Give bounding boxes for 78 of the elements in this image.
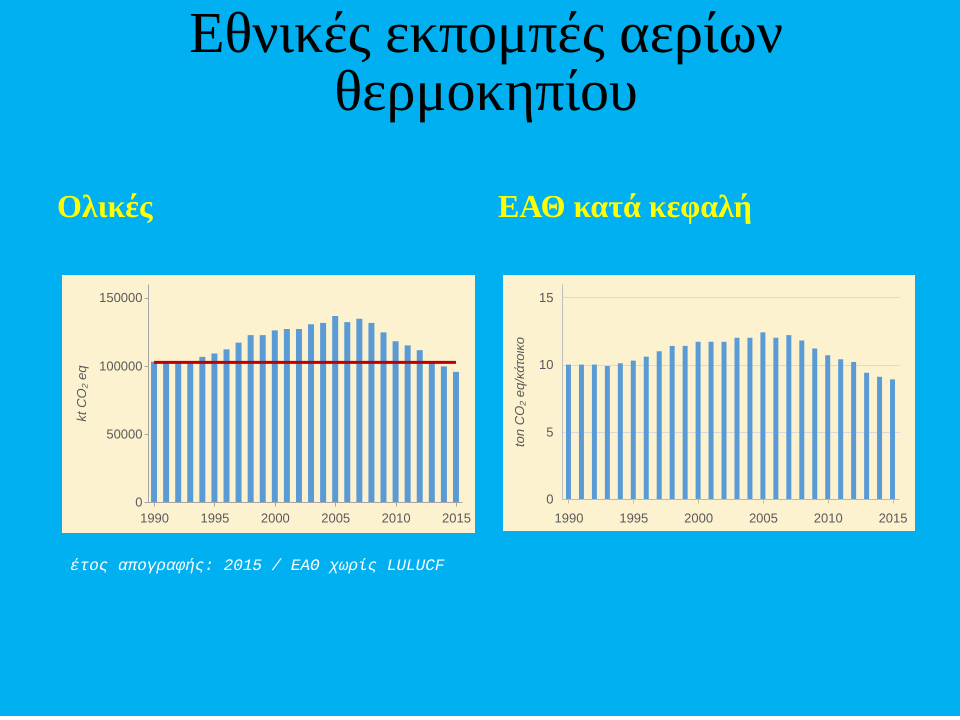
bar bbox=[272, 330, 278, 502]
bar bbox=[773, 338, 778, 499]
bar bbox=[187, 362, 194, 502]
x-tick-label: 2010 bbox=[814, 510, 843, 526]
bar bbox=[786, 335, 792, 499]
y-tick-label: 0 bbox=[135, 494, 142, 510]
y-tick-label: 0 bbox=[546, 492, 554, 506]
bar bbox=[644, 356, 649, 499]
bar bbox=[812, 348, 818, 499]
bar bbox=[877, 376, 882, 499]
bar bbox=[592, 364, 597, 499]
bar bbox=[260, 335, 266, 502]
x-tick-label: 2015 bbox=[442, 510, 471, 526]
x-tick-label: 1990 bbox=[140, 510, 169, 526]
bar bbox=[248, 335, 254, 502]
y-tick-label: 50000 bbox=[106, 426, 142, 442]
x-tick-label: 1995 bbox=[200, 510, 230, 526]
y-tick-label: 150000 bbox=[99, 290, 142, 306]
bar bbox=[618, 363, 623, 499]
bar bbox=[320, 322, 326, 502]
text: έτος απογραφής: 2015 / ΕΑΘ χωρίς LULUCF bbox=[70, 557, 445, 575]
bar bbox=[296, 328, 302, 502]
bar bbox=[696, 342, 701, 499]
bar bbox=[566, 364, 571, 499]
x-tick-label: 2000 bbox=[684, 510, 714, 526]
x-tick-label: 2005 bbox=[748, 510, 778, 526]
bar bbox=[151, 362, 158, 502]
bar bbox=[404, 345, 411, 502]
bar bbox=[708, 342, 714, 499]
bar bbox=[825, 355, 830, 499]
bar bbox=[682, 346, 688, 499]
bar bbox=[236, 342, 242, 502]
bar bbox=[392, 341, 399, 502]
bar bbox=[890, 379, 896, 499]
y-axis-title: ton CO₂ eq/κάτοικο bbox=[512, 337, 528, 447]
y-tick-label: 15 bbox=[539, 290, 554, 305]
x-tick-label: 1990 bbox=[554, 510, 584, 526]
bar bbox=[199, 356, 206, 502]
chart-title: ΕΑΘ κατά κεφαλή bbox=[498, 188, 752, 224]
bar bbox=[851, 362, 856, 499]
bar bbox=[864, 372, 870, 499]
y-tick-label: 10 bbox=[539, 357, 554, 372]
bar bbox=[163, 362, 170, 502]
bar bbox=[452, 372, 459, 502]
bar bbox=[747, 338, 752, 499]
bar bbox=[332, 316, 338, 502]
chart-title: Ολικές bbox=[57, 188, 153, 224]
bar bbox=[380, 332, 386, 502]
bar bbox=[722, 342, 727, 499]
bar bbox=[799, 340, 804, 499]
bar bbox=[656, 351, 662, 499]
bar bbox=[284, 328, 290, 502]
bar bbox=[440, 366, 447, 502]
bar bbox=[175, 362, 182, 502]
bar bbox=[760, 332, 766, 499]
x-tick-label: 2000 bbox=[260, 510, 290, 526]
bar bbox=[356, 318, 362, 502]
bar bbox=[368, 322, 374, 502]
bar bbox=[416, 350, 423, 502]
x-tick-label: 2005 bbox=[321, 510, 350, 526]
bar bbox=[578, 364, 584, 499]
bar bbox=[734, 338, 740, 499]
bar bbox=[604, 366, 610, 499]
x-tick-label: 2010 bbox=[382, 510, 411, 526]
x-tick-label: 1995 bbox=[619, 510, 648, 526]
bar bbox=[224, 349, 230, 502]
y-tick-label: 100000 bbox=[99, 358, 142, 374]
bar bbox=[344, 322, 350, 502]
text: Εθνικές εκπομπές αερίων θερμοκηπίου bbox=[189, 0, 783, 123]
y-axis-title: kt CO₂ eq bbox=[74, 364, 90, 422]
bar bbox=[308, 324, 314, 502]
bar bbox=[428, 362, 435, 502]
bar bbox=[211, 353, 218, 502]
y-tick-label: 5 bbox=[546, 424, 554, 440]
x-tick-label: 2015 bbox=[878, 510, 908, 526]
bar bbox=[838, 359, 844, 499]
bar bbox=[630, 360, 636, 499]
bar bbox=[670, 346, 675, 499]
